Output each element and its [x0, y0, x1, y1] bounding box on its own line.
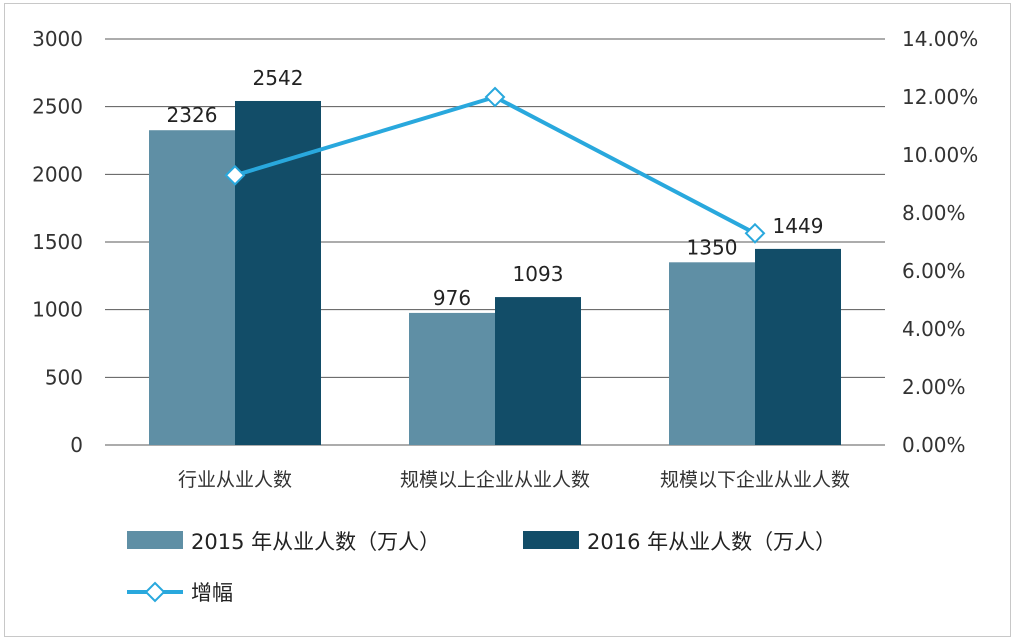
legend: 2015 年从业人数（万人） 2016 年从业人数（万人） 增幅	[127, 530, 836, 605]
y2-tick-label: 14.00%	[902, 27, 978, 51]
bar-value-label: 1350	[687, 235, 738, 259]
bars	[149, 100, 841, 445]
bar-value-label: 1093	[513, 262, 564, 286]
y-tick-label: 0	[70, 433, 83, 457]
y2-tick-label: 12.00%	[902, 85, 978, 109]
growth-line	[224, 86, 766, 244]
y-tick-label: 3000	[32, 27, 83, 51]
legend-label-2015: 2015 年从业人数（万人）	[191, 530, 440, 554]
y2-tick-label: 8.00%	[902, 201, 966, 225]
y-tick-label: 500	[45, 365, 83, 389]
right-axis-ticks: 0.00% 2.00% 4.00% 6.00% 8.00% 10.00% 12.00% 14.…	[902, 27, 978, 457]
category-labels: 行业从业人数 规模以上企业从业人数 规模以下企业从业人数	[178, 469, 850, 491]
y-tick-label: 1500	[32, 230, 83, 254]
y-tick-label: 2500	[32, 95, 83, 119]
category-label: 规模以下企业从业人数	[660, 469, 850, 491]
bar-value-label: 1449	[773, 214, 824, 238]
bar-value-label: 976	[433, 286, 471, 310]
bar-value-label: 2542	[253, 66, 304, 90]
bar	[495, 297, 581, 445]
growth-point-marker	[484, 86, 506, 108]
growth-point-marker	[744, 222, 766, 244]
bar	[149, 130, 235, 445]
bar-data-labels: 2326 2542 976 1093 1350 1449	[167, 66, 824, 310]
bar	[669, 262, 755, 445]
growth-point-marker	[224, 164, 246, 186]
legend-label-2016: 2016 年从业人数（万人）	[587, 530, 836, 554]
chart: 0 500 1000 1500 2000 2500 3000 0.00% 2.00% 4.00%…	[32, 27, 978, 605]
y-tick-label: 1000	[32, 298, 83, 322]
chart-frame: 0 500 1000 1500 2000 2500 3000 0.00% 2.00% 4.00%…	[4, 3, 1011, 637]
bar-value-label: 2326	[167, 103, 218, 127]
y2-tick-label: 6.00%	[902, 259, 966, 283]
left-axis-ticks: 0 500 1000 1500 2000 2500 3000	[32, 27, 83, 457]
legend-diamond-icon	[144, 581, 166, 603]
legend-label-growth: 增幅	[191, 581, 233, 605]
category-label: 规模以上企业从业人数	[400, 469, 590, 491]
y2-tick-label: 0.00%	[902, 433, 966, 457]
category-label: 行业从业人数	[178, 469, 292, 491]
y2-tick-label: 4.00%	[902, 317, 966, 341]
legend-swatch-2016	[523, 531, 579, 549]
bar	[235, 100, 321, 445]
y2-tick-label: 10.00%	[902, 143, 978, 167]
bar	[409, 312, 495, 445]
legend-swatch-2015	[127, 531, 183, 549]
y2-tick-label: 2.00%	[902, 375, 966, 399]
bar	[755, 248, 841, 445]
y-tick-label: 2000	[32, 162, 83, 186]
